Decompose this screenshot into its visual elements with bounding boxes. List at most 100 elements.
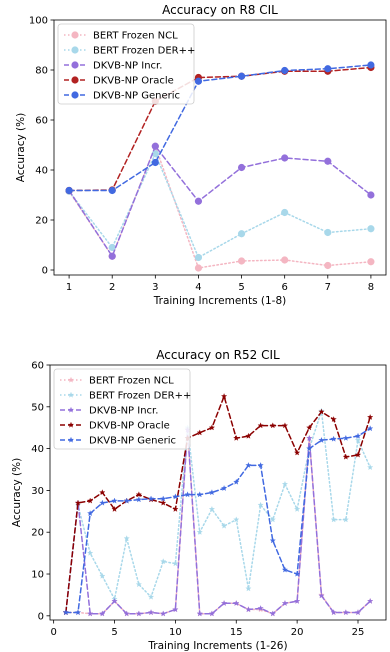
data-point (147, 495, 155, 502)
data-point (123, 497, 130, 504)
data-point (281, 208, 289, 217)
legend-label: DKVB-NP Oracle (93, 76, 174, 87)
data-point (354, 609, 362, 616)
data-point (221, 393, 228, 399)
legend-box (53, 368, 191, 450)
data-point (160, 499, 167, 506)
legend-marker (71, 76, 79, 84)
series-2 (65, 150, 375, 262)
y-axis-label: Accuracy (%) (15, 113, 27, 182)
x-tick-label: 3 (152, 282, 158, 293)
data-point (135, 491, 142, 498)
data-point (281, 480, 289, 487)
y-tick-label: 40 (31, 444, 44, 455)
data-point (342, 609, 349, 616)
data-point (318, 437, 325, 443)
chart-title: Accuracy on R52 CIL (156, 348, 280, 362)
data-point (194, 77, 203, 85)
legend-label: DKVB-NP Incr. (89, 406, 158, 417)
legend-marker (71, 46, 79, 54)
data-point (194, 264, 203, 272)
data-point (108, 243, 116, 252)
x-tick-label: 15 (230, 627, 243, 638)
legend-label: BERT Frozen DER++ (93, 46, 195, 57)
data-point (221, 600, 228, 606)
data-point (342, 453, 349, 460)
data-point (151, 158, 159, 167)
data-point (111, 497, 118, 504)
x-tick-label: 1 (66, 282, 72, 293)
series-5 (62, 425, 374, 616)
data-point (367, 597, 374, 604)
data-point (151, 142, 159, 150)
data-point (294, 570, 301, 577)
data-point (257, 501, 264, 508)
data-point (245, 585, 252, 592)
x-tick-label: 0 (50, 627, 56, 638)
series-line (65, 429, 371, 615)
y-axis-label: Accuracy (%) (11, 458, 23, 527)
legend-marker (67, 436, 75, 443)
plot-frame (49, 364, 387, 621)
y-tick-label: 10 (31, 570, 44, 581)
data-point (233, 478, 240, 485)
x-axis-label: Training Increments (1-8) (153, 295, 286, 307)
legend-label: DKVB-NP Incr. (93, 61, 162, 72)
data-point (135, 496, 142, 503)
legend: BERT Frozen NCL BERT Frozen DER++ DKVB-NP … (57, 23, 195, 105)
data-point (367, 425, 374, 432)
x-tick-label: 25 (352, 627, 365, 638)
data-point (294, 597, 301, 604)
data-point (237, 72, 246, 80)
legend-label: BERT Frozen DER++ (89, 391, 191, 402)
legend-label: BERT Frozen NCL (89, 376, 174, 387)
y-tick-label: 20 (35, 216, 48, 227)
data-point (151, 150, 159, 158)
data-point (123, 535, 130, 542)
data-point (281, 600, 289, 606)
data-point (245, 606, 252, 613)
data-point (237, 230, 246, 238)
data-point (194, 253, 203, 262)
y-tick-label: 20 (31, 528, 44, 539)
data-point (147, 609, 155, 616)
data-point (99, 610, 106, 617)
data-point (147, 593, 155, 600)
series-5 (65, 61, 375, 195)
legend-marker (71, 31, 79, 39)
data-point (160, 610, 167, 617)
y-tick-label: 80 (35, 66, 48, 77)
y-tick-label: 100 (29, 16, 48, 27)
data-point (233, 434, 240, 441)
data-point (160, 558, 167, 565)
series-line (68, 64, 372, 192)
data-point (354, 451, 362, 458)
data-point (318, 592, 325, 599)
x-axis-label: Training Increments (1-26) (147, 640, 287, 652)
data-point (87, 510, 94, 517)
data-point (135, 610, 142, 617)
data-point (74, 609, 82, 616)
data-point (257, 422, 264, 429)
data-point (269, 516, 276, 523)
data-point (306, 424, 313, 431)
legend-box (57, 23, 195, 105)
data-point (330, 416, 337, 422)
x-tick-label: 20 (291, 627, 304, 638)
data-point (208, 424, 215, 431)
data-point (281, 422, 289, 429)
data-point (306, 445, 313, 452)
data-point (208, 505, 215, 512)
data-point (324, 261, 332, 270)
x-tick-label: 7 (325, 282, 331, 293)
data-point (196, 610, 203, 617)
data-point (367, 258, 375, 266)
data-point (324, 228, 332, 237)
legend-marker (67, 406, 75, 413)
legend-label: DKVB-NP Generic (93, 91, 180, 102)
y-tick-label: 0 (38, 611, 44, 622)
data-point (367, 464, 374, 471)
data-point (172, 493, 179, 500)
